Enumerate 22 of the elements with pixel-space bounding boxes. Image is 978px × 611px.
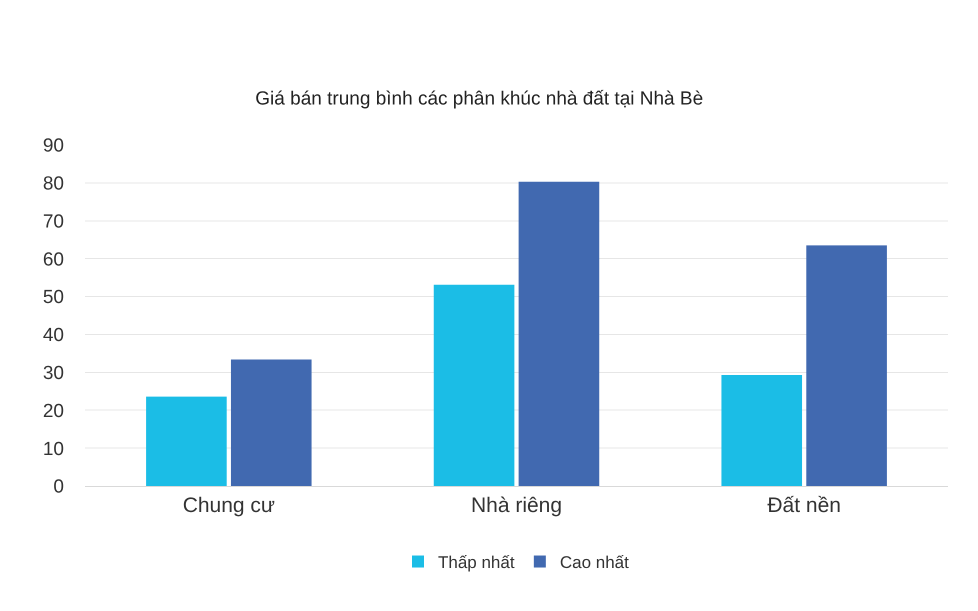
y-tick-label: 20	[42, 400, 64, 422]
y-tick-label: 0	[53, 476, 64, 498]
y-tick-label: 10	[42, 438, 64, 460]
chart-title: Giá bán trung bình các phân khúc nhà đất tại Nhà Bè	[255, 88, 704, 110]
x-tick-label: Nhà riêng	[470, 494, 562, 518]
bar	[434, 284, 514, 486]
bar	[146, 396, 227, 486]
y-tick-label: 70	[42, 211, 64, 232]
bar	[230, 359, 312, 486]
bar	[806, 245, 887, 486]
y-tick-label: 30	[42, 362, 64, 384]
y-tick-label: 60	[42, 249, 64, 270]
y-tick-label: 40	[42, 325, 64, 346]
y-tick-label: 80	[42, 174, 64, 195]
y-tick-label: 50	[42, 287, 64, 308]
legend-label: Thấp nhất	[438, 553, 515, 572]
legend-label: Cao nhất	[560, 553, 630, 572]
bar	[721, 374, 802, 486]
bar	[518, 182, 600, 486]
x-tick-label: Chung cư	[182, 494, 275, 518]
x-tick-label: Đất nền	[767, 494, 841, 518]
y-tick-label: 90	[42, 136, 64, 157]
